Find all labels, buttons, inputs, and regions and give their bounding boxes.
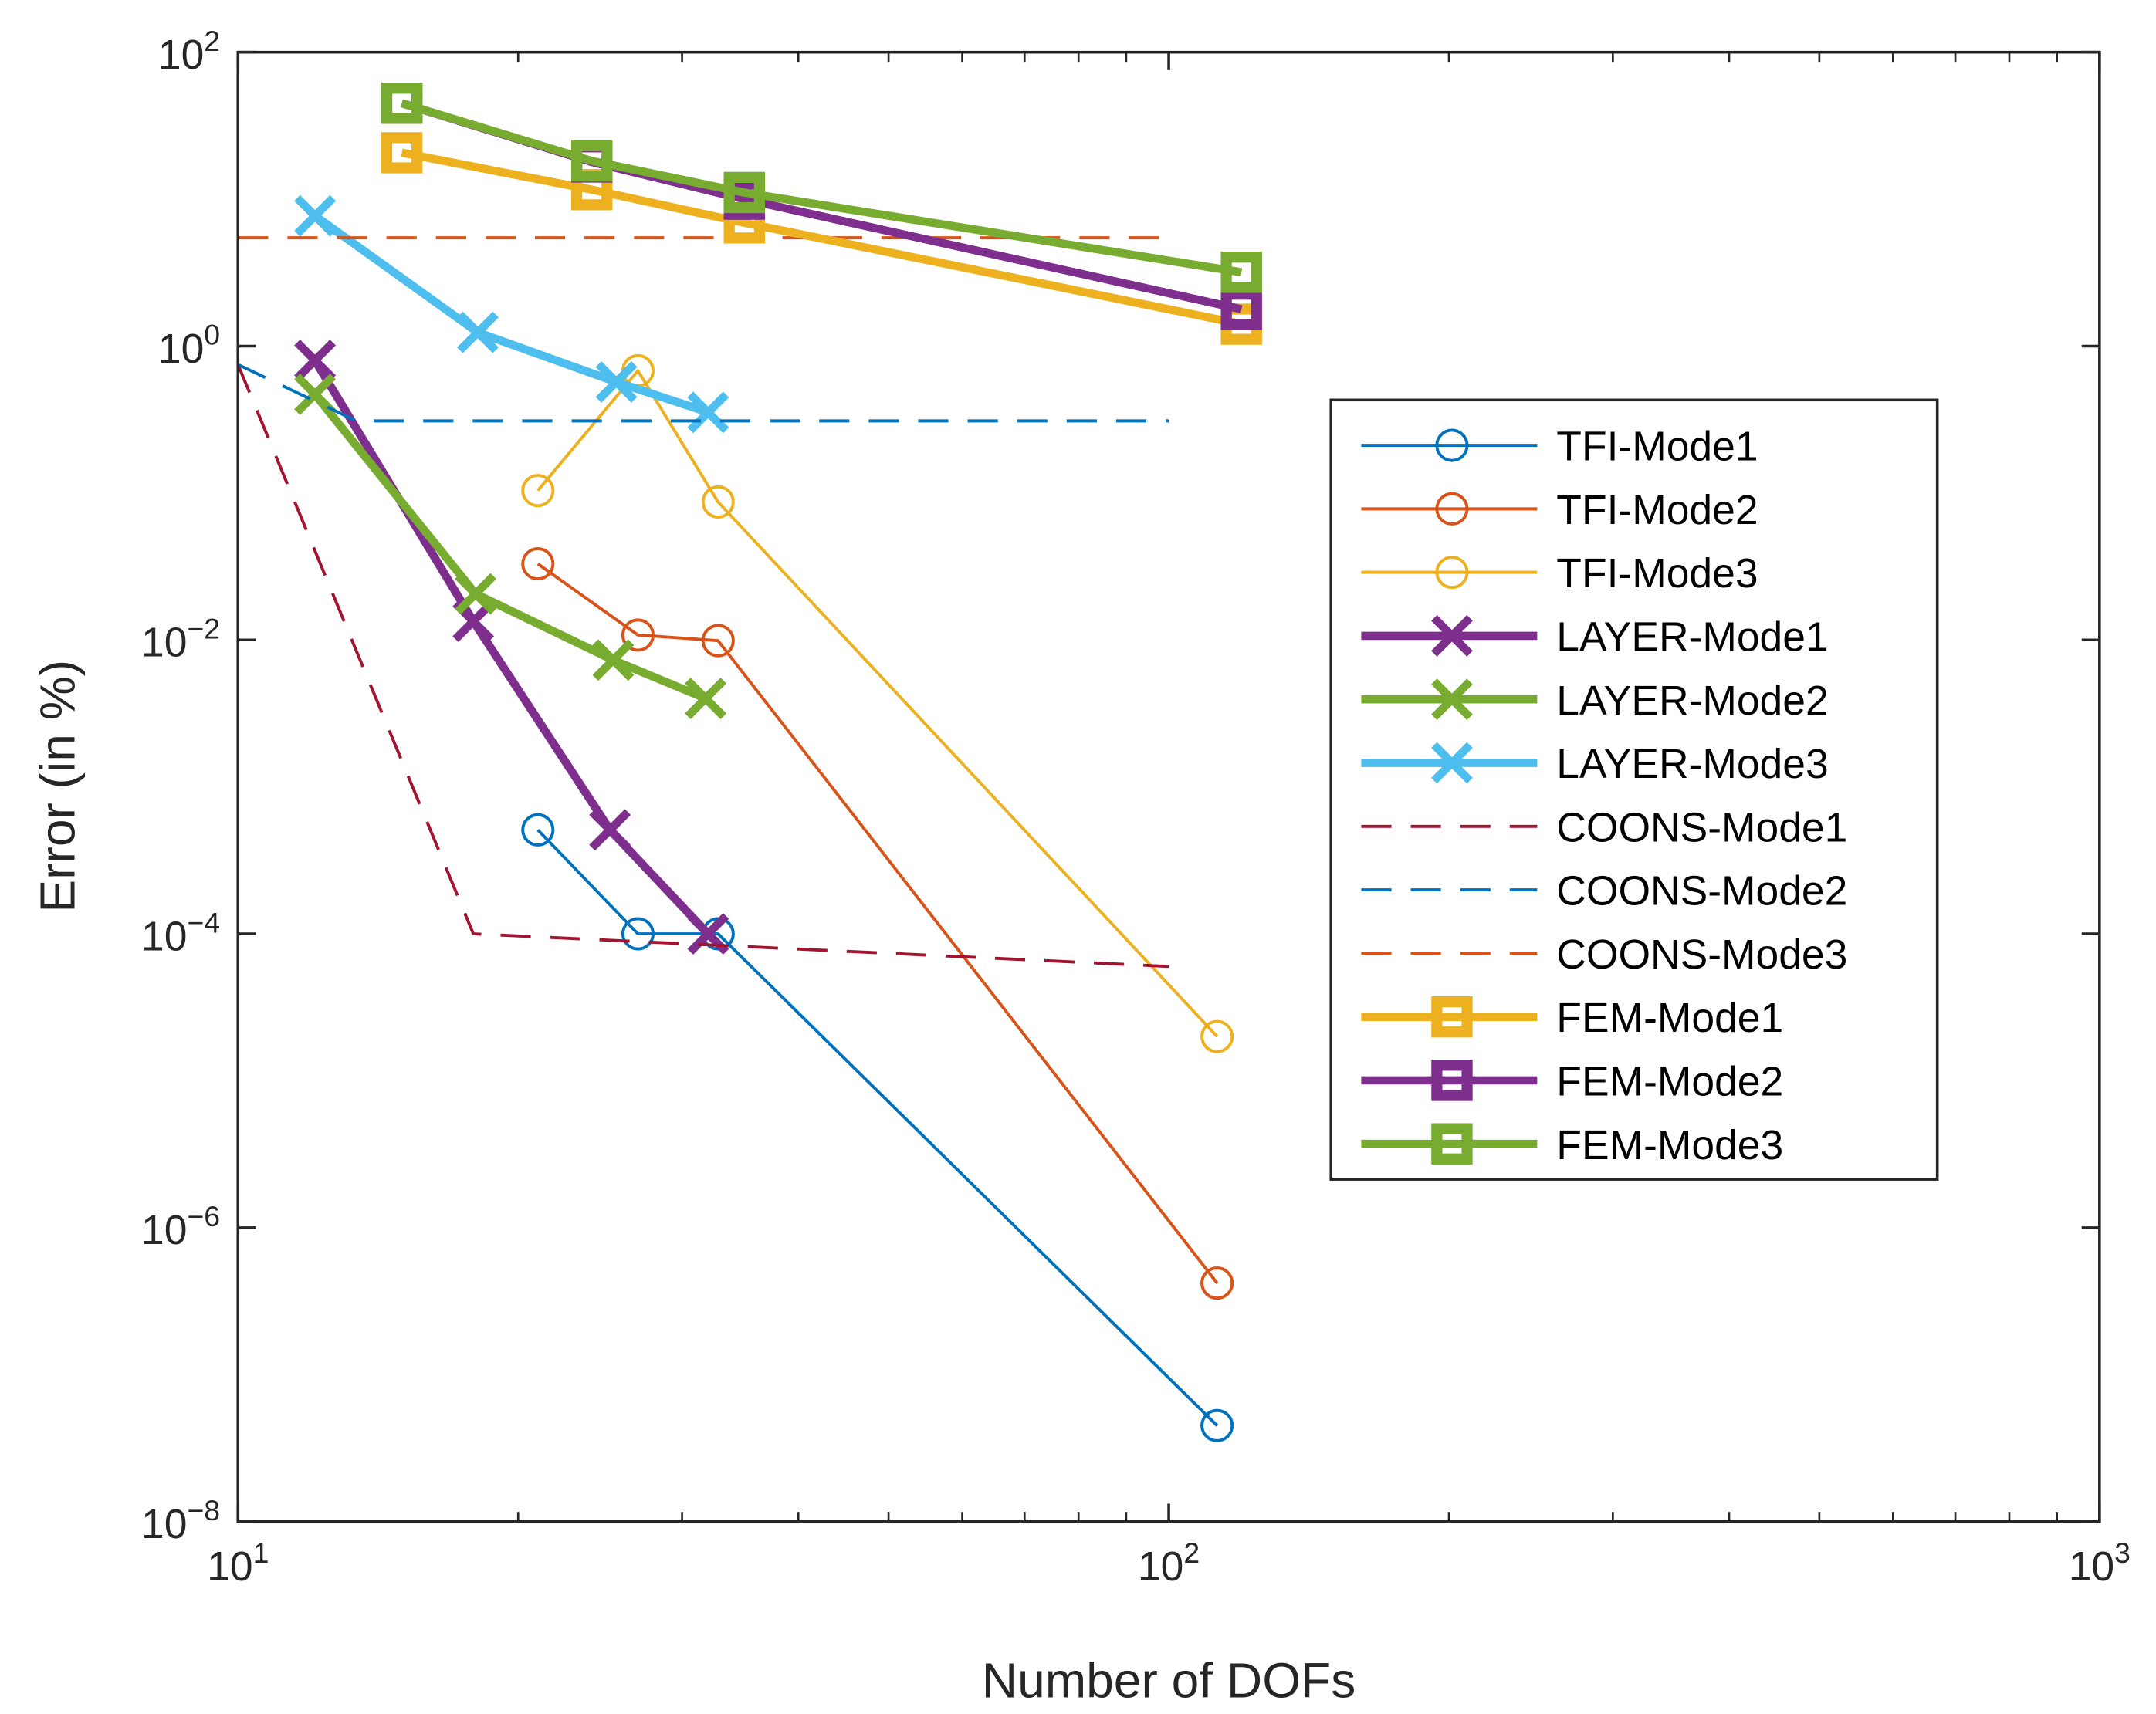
legend-label: TFI-Mode2 [1556, 488, 1758, 533]
series-line [236, 363, 1169, 969]
square-marker [723, 171, 766, 214]
axis-ticks: 101 102 103 102 100 10−2 10−4 10−6 10−8 [141, 25, 2131, 1590]
legend-entry: FEM-Mode3 [1361, 1123, 1783, 1168]
square-marker [571, 140, 613, 182]
legend-label: TFI-Mode3 [1556, 551, 1758, 597]
series-coons-mode1 [236, 363, 1169, 969]
series-line [536, 829, 1219, 1427]
x-axis-label: Number of DOFs [982, 1653, 1356, 1709]
y-tick-label: 10−6 [141, 1200, 220, 1253]
square-marker [1431, 1060, 1473, 1101]
series-layer [236, 82, 1262, 1442]
series-line [401, 148, 1243, 329]
legend-label: COONS-Mode2 [1556, 869, 1847, 914]
x-marker [1431, 678, 1473, 721]
circle-marker [521, 813, 555, 847]
x-tick-label: 101 [207, 1537, 269, 1590]
legend-label: TFI-Mode1 [1556, 424, 1758, 470]
x-marker [1431, 614, 1473, 657]
x-marker [455, 573, 496, 615]
series-fem-mode3 [381, 82, 1262, 293]
series-layer-mode2 [294, 373, 727, 719]
series-layer-mode3 [294, 194, 729, 434]
square-marker [1431, 1123, 1473, 1165]
legend: TFI-Mode1 TFI-Mode2 TFI-Mode3 LAYER-Mode1 LA… [1329, 398, 1939, 1181]
y-axis-label: Error (in %) [29, 660, 85, 913]
x-marker [687, 391, 729, 434]
circle-marker [701, 624, 735, 658]
series-line [237, 363, 1169, 423]
y-tick-label: 10−8 [141, 1494, 220, 1547]
legend-label: COONS-Mode3 [1556, 932, 1847, 978]
series-tfi-mode2 [521, 546, 1234, 1300]
legend-entry: FEM-Mode2 [1361, 1060, 1783, 1105]
legend-label: LAYER-Mode3 [1556, 742, 1828, 787]
circle-marker [1435, 556, 1469, 590]
square-marker [1220, 289, 1262, 330]
x-tick-label: 102 [1138, 1537, 1200, 1590]
legend-label: LAYER-Mode2 [1556, 678, 1828, 724]
x-marker [294, 339, 337, 381]
circle-marker [521, 546, 555, 581]
square-marker [1220, 252, 1262, 293]
legend-entry: COONS-Mode1 [1361, 805, 1847, 850]
x-marker [592, 639, 635, 681]
circle-marker [701, 485, 735, 519]
circle-marker [1435, 492, 1469, 526]
series-line [401, 99, 1243, 277]
square-marker [381, 82, 423, 124]
y-tick-label: 10−2 [141, 612, 220, 665]
x-marker [294, 194, 337, 237]
circle-marker [521, 474, 555, 508]
legend-entry: LAYER-Mode3 [1361, 742, 1829, 787]
x-marker [457, 311, 499, 353]
square-marker [1431, 996, 1473, 1038]
legend-label: FEM-Mode1 [1556, 996, 1783, 1041]
legend-box [1329, 398, 1939, 1181]
circle-marker [1200, 1266, 1234, 1300]
legend-label: COONS-Mode1 [1556, 805, 1847, 850]
y-tick-label: 10−4 [141, 906, 220, 959]
x-marker [685, 678, 727, 719]
series-line [536, 563, 1219, 1284]
series-line [311, 391, 708, 702]
y-tick-label: 100 [158, 319, 220, 372]
circle-marker [1200, 1408, 1234, 1442]
legend-entry: FEM-Mode1 [1361, 996, 1783, 1041]
legend-entry: LAYER-Mode1 [1361, 614, 1829, 661]
legend-label: LAYER-Mode1 [1556, 615, 1828, 661]
x-marker [1431, 742, 1473, 784]
legend-entry: COONS-Mode2 [1361, 869, 1847, 914]
x-marker [294, 373, 337, 415]
legend-entry: COONS-Mode3 [1361, 932, 1847, 978]
legend-label: FEM-Mode2 [1556, 1060, 1783, 1105]
circle-marker [621, 917, 655, 951]
y-tick-label: 102 [158, 25, 220, 78]
x-marker [595, 361, 638, 403]
square-marker [381, 132, 423, 174]
circle-marker [1200, 1019, 1234, 1053]
circle-marker [1435, 428, 1469, 462]
series-tfi-mode1 [521, 813, 1234, 1442]
legend-entry: LAYER-Mode2 [1361, 678, 1829, 724]
circle-marker [621, 618, 655, 652]
legend-entry: TFI-Mode3 [1361, 551, 1758, 597]
legend-entry: TFI-Mode2 [1361, 488, 1758, 533]
legend-label: FEM-Mode3 [1556, 1123, 1783, 1168]
x-marker [589, 809, 631, 851]
x-tick-label: 103 [2069, 1537, 2131, 1590]
series-line [536, 369, 1219, 1038]
series-coons-mode2 [237, 363, 1169, 423]
legend-entry: TFI-Mode1 [1361, 424, 1758, 470]
series-line [312, 212, 710, 417]
